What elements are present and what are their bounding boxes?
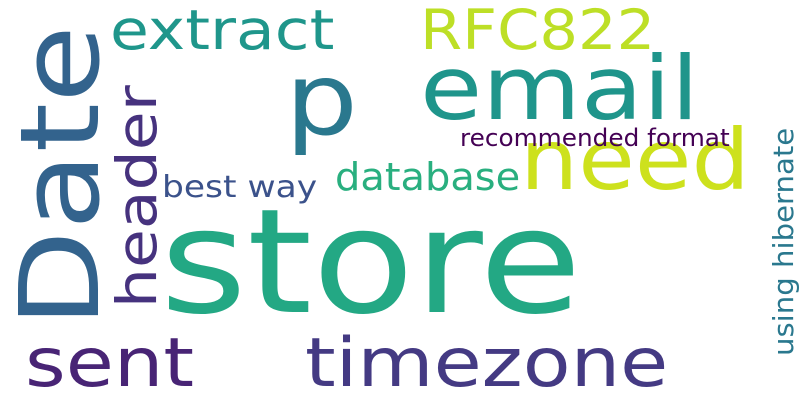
word-p: p — [285, 41, 359, 158]
word-rfc822: RFC822 — [420, 0, 656, 62]
word-using-hibernate: using hibernate — [767, 127, 800, 356]
word-recommended-format: recommended format — [460, 124, 730, 152]
word-extract: extract — [110, 0, 335, 62]
word-sent: sent — [25, 324, 195, 400]
word-need: need — [520, 111, 750, 209]
word-timezone: timezone — [305, 324, 669, 400]
word-date: Date — [0, 25, 124, 328]
word-header: header — [105, 85, 169, 309]
word-store: store — [160, 178, 582, 347]
word-database: database — [335, 155, 521, 199]
word-best-way: best way — [162, 170, 318, 205]
word-email: email — [420, 37, 700, 140]
